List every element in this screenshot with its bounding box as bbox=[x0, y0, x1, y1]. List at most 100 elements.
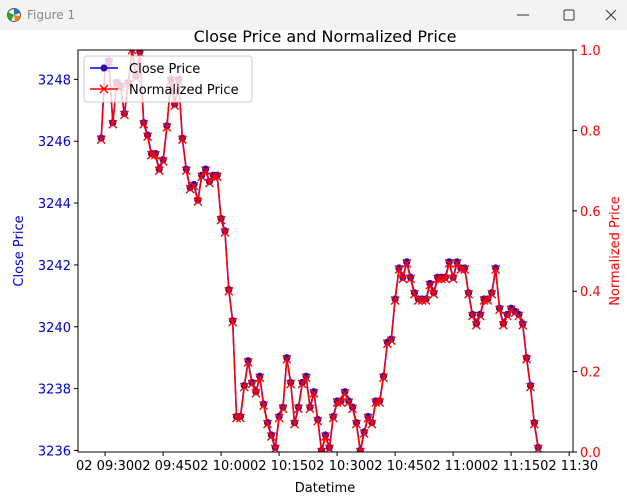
normalized-price-point bbox=[355, 447, 365, 452]
normalized-price-point bbox=[301, 373, 311, 383]
normalized-price-point bbox=[177, 135, 187, 145]
normalized-price-point bbox=[251, 388, 261, 398]
legend-normalized-label: Normalized Price bbox=[129, 83, 239, 98]
normalized-price-point bbox=[235, 413, 245, 423]
close-price-line bbox=[100, 50, 539, 451]
normalized-price-point bbox=[309, 388, 319, 398]
close-price-point bbox=[244, 357, 252, 365]
normalized-price-point bbox=[278, 404, 288, 414]
normalized-price-point bbox=[371, 398, 381, 408]
normalized-price-point bbox=[529, 419, 539, 429]
legend-normalized-marker bbox=[99, 84, 109, 94]
legend: Close Price Normalized Price bbox=[83, 55, 253, 103]
x-axis-label: Datetime bbox=[295, 481, 355, 496]
normalized-price-point bbox=[286, 379, 296, 389]
normalized-price-point bbox=[413, 295, 423, 305]
y-axis-right-label: Normalized Price bbox=[608, 196, 623, 306]
close-price-point bbox=[515, 310, 523, 318]
normalized-price-point bbox=[266, 432, 276, 442]
normalized-price-point bbox=[274, 413, 284, 423]
matplotlib-icon bbox=[7, 8, 21, 22]
close-price-point bbox=[453, 258, 461, 266]
normalized-price-point bbox=[351, 419, 361, 429]
normalized-price-point bbox=[243, 357, 253, 367]
normalized-price-point bbox=[321, 432, 330, 442]
x-tick-label: 02 11:00 bbox=[424, 459, 482, 474]
normalized-price-point bbox=[220, 227, 230, 237]
normalized-price-point bbox=[228, 317, 238, 327]
close-price-point bbox=[492, 264, 500, 272]
normalized-price-point bbox=[444, 258, 454, 268]
normalized-price-point bbox=[421, 295, 431, 305]
normalized-price-point bbox=[154, 166, 164, 176]
y-right-tick-label: 0.6 bbox=[580, 205, 601, 220]
normalized-price-point bbox=[143, 132, 153, 142]
normalized-price-point bbox=[479, 295, 489, 305]
normalized-price-point bbox=[150, 150, 160, 160]
close-price-point bbox=[202, 165, 210, 173]
normalized-price-point bbox=[208, 172, 218, 182]
minimize-button[interactable] bbox=[500, 0, 546, 30]
normalized-price-point bbox=[162, 122, 172, 132]
normalized-price-point bbox=[417, 295, 427, 305]
maximize-button[interactable] bbox=[546, 0, 592, 30]
normalized-price-point bbox=[406, 274, 416, 284]
normalized-price-point bbox=[487, 289, 497, 299]
normalized-price-point bbox=[224, 286, 234, 296]
close-price-point bbox=[445, 258, 453, 266]
y-left-tick-label: 3240 bbox=[38, 321, 71, 336]
close-price-point bbox=[310, 388, 318, 396]
normalized-price-point bbox=[495, 305, 505, 315]
normalized-price-point bbox=[119, 110, 129, 120]
normalized-price-point bbox=[363, 413, 373, 423]
normalized-price-point bbox=[471, 320, 481, 330]
normalized-price-point bbox=[313, 416, 323, 426]
plot-frame bbox=[77, 49, 574, 453]
normalized-price-point bbox=[483, 295, 493, 305]
normalized-price-point bbox=[336, 398, 346, 408]
normalized-price-point bbox=[282, 354, 292, 364]
normalized-price-point bbox=[464, 289, 474, 299]
normalized-price-point bbox=[232, 413, 242, 423]
y-left-tick-label: 3248 bbox=[38, 73, 71, 88]
y-axis-left-label: Close Price bbox=[12, 215, 27, 286]
normalized-price-point bbox=[425, 280, 435, 290]
chart-title: Close Price and Normalized Price bbox=[194, 30, 457, 46]
normalized-price-point bbox=[390, 295, 400, 305]
y-left-tick-label: 3244 bbox=[38, 197, 71, 212]
close-price-point bbox=[302, 372, 310, 380]
close-button[interactable] bbox=[592, 0, 627, 30]
normalized-price-point bbox=[514, 311, 524, 321]
y-right-tick-label: 0.8 bbox=[580, 124, 601, 139]
normalized-price-point bbox=[297, 379, 307, 389]
normalized-price-point bbox=[379, 373, 389, 383]
close-price-point bbox=[283, 354, 291, 362]
normalized-price-point bbox=[518, 320, 528, 330]
normalized-price-point bbox=[498, 320, 508, 330]
x-tick-label: 02 10:30 bbox=[308, 459, 366, 474]
normalized-price-line bbox=[100, 50, 539, 452]
normalized-price-point bbox=[328, 413, 338, 423]
close-icon bbox=[605, 9, 617, 21]
normalized-price-point bbox=[96, 135, 106, 145]
normalized-price-point bbox=[247, 379, 257, 389]
normalized-price-point bbox=[239, 382, 249, 392]
normalized-price-point bbox=[332, 398, 342, 408]
x-tick-label: 02 09:30 bbox=[76, 459, 134, 474]
close-price-point bbox=[256, 372, 264, 380]
x-tick-label: 02 10:45 bbox=[366, 459, 424, 474]
y-right-tick-label: 0.4 bbox=[580, 285, 601, 300]
y-left-tick-label: 3238 bbox=[38, 383, 71, 398]
legend-close-marker bbox=[100, 64, 108, 72]
normalized-price-point bbox=[367, 419, 377, 429]
x-tick-label: 02 09:45 bbox=[134, 459, 192, 474]
window-title: Figure 1 bbox=[27, 8, 76, 22]
normalized-price-point bbox=[108, 119, 118, 129]
maximize-icon bbox=[563, 9, 575, 21]
normalized-price-point bbox=[216, 215, 226, 225]
normalized-price-point bbox=[525, 382, 535, 392]
close-price-point bbox=[403, 258, 411, 266]
normalized-price-point bbox=[189, 181, 199, 191]
normalized-price-point bbox=[456, 265, 466, 275]
x-tick-label: 02 11:15 bbox=[482, 459, 540, 474]
